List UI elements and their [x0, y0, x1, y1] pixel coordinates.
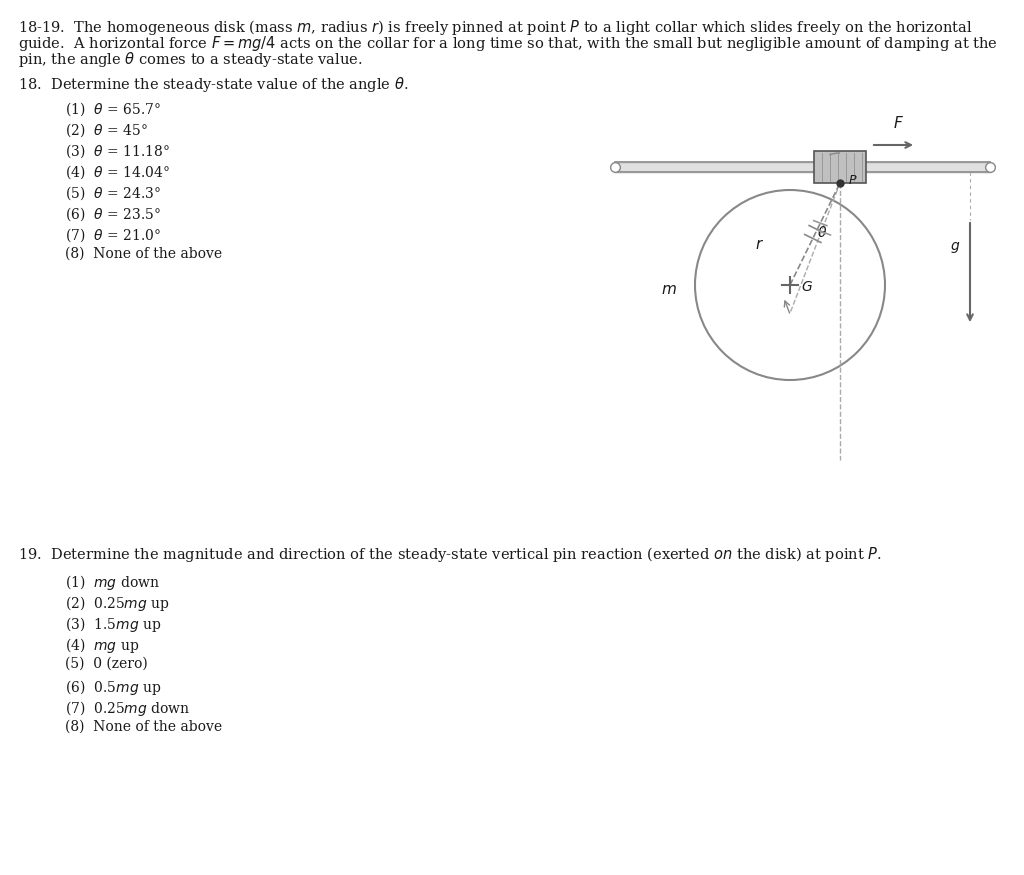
Text: pin, the angle $\theta$ comes to a steady-state value.: pin, the angle $\theta$ comes to a stead…	[18, 50, 362, 69]
Text: $m$: $m$	[662, 283, 677, 297]
Text: $P$: $P$	[848, 174, 857, 187]
Text: 18-19.  The homogeneous disk (mass $m$, radius $r$) is freely pinned at point $P: 18-19. The homogeneous disk (mass $m$, r…	[18, 18, 973, 37]
Text: (3)  $\theta$ = 11.18°: (3) $\theta$ = 11.18°	[65, 142, 170, 159]
Text: (2)  $\theta$ = 45°: (2) $\theta$ = 45°	[65, 121, 147, 138]
Text: 19.  Determine the magnitude and direction of the steady-state vertical pin reac: 19. Determine the magnitude and directio…	[18, 545, 882, 564]
Text: (8)  None of the above: (8) None of the above	[65, 247, 222, 261]
Text: (4)  $\theta$ = 14.04°: (4) $\theta$ = 14.04°	[65, 163, 170, 180]
Text: $\theta$: $\theta$	[817, 225, 827, 240]
Text: (6)  0.5$mg$ up: (6) 0.5$mg$ up	[65, 678, 162, 697]
Text: $G$: $G$	[801, 280, 813, 294]
Text: (5)  $\theta$ = 24.3°: (5) $\theta$ = 24.3°	[65, 184, 161, 201]
Text: $F$: $F$	[893, 115, 904, 131]
Text: (1)  $mg$ down: (1) $mg$ down	[65, 573, 160, 592]
Text: 18.  Determine the steady-state value of the angle $\theta$.: 18. Determine the steady-state value of …	[18, 75, 409, 94]
Text: (4)  $mg$ up: (4) $mg$ up	[65, 636, 139, 655]
Text: (2)  0.25$mg$ up: (2) 0.25$mg$ up	[65, 594, 170, 613]
Text: (1)  $\theta$ = 65.7°: (1) $\theta$ = 65.7°	[65, 100, 161, 117]
Text: $r$: $r$	[756, 238, 765, 252]
Text: (7)  $\theta$ = 21.0°: (7) $\theta$ = 21.0°	[65, 226, 161, 243]
Text: (6)  $\theta$ = 23.5°: (6) $\theta$ = 23.5°	[65, 205, 161, 222]
Text: (8)  None of the above: (8) None of the above	[65, 720, 222, 734]
Text: (7)  0.25$mg$ down: (7) 0.25$mg$ down	[65, 699, 190, 718]
Text: guide.  A horizontal force $F = mg/4$ acts on the collar for a long time so that: guide. A horizontal force $F = mg/4$ act…	[18, 34, 997, 53]
Text: (3)  1.5$mg$ up: (3) 1.5$mg$ up	[65, 615, 162, 634]
Text: (5)  0 (zero): (5) 0 (zero)	[65, 657, 147, 671]
Polygon shape	[615, 162, 990, 172]
Text: $g$: $g$	[949, 240, 961, 255]
Bar	[814, 151, 866, 183]
